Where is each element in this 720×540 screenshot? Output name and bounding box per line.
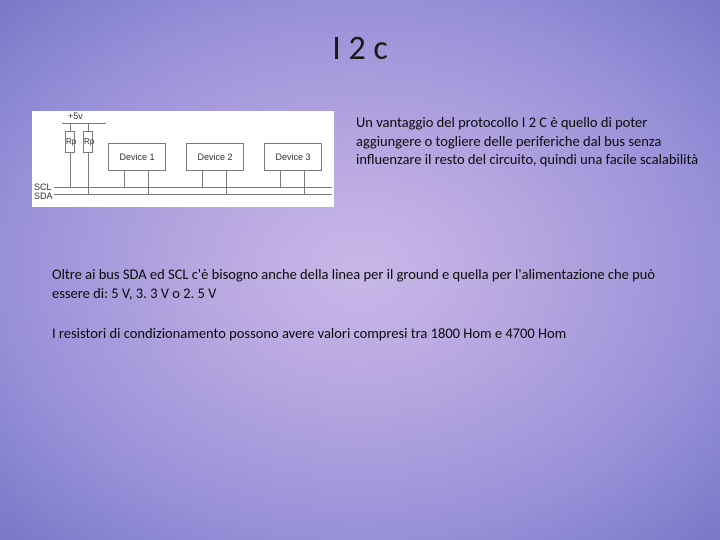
d2-scl bbox=[202, 171, 203, 187]
voltage-rail bbox=[62, 123, 106, 124]
device-1-box: Device 1 bbox=[108, 143, 166, 171]
bus-lines-paragraph: Oltre ai bus SDA ed SCL c'è bisogno anch… bbox=[52, 265, 680, 302]
advantage-text: Un vantaggio del protocollo I 2 C è quel… bbox=[334, 111, 700, 207]
d1-sda bbox=[148, 171, 149, 194]
d2-sda bbox=[226, 171, 227, 194]
i2c-diagram: +5v Rp Rp Device 1 Device 2 Device 3 SCL… bbox=[32, 111, 334, 207]
voltage-label: +5v bbox=[68, 111, 83, 121]
sda-label: SDA bbox=[34, 191, 53, 201]
d1-scl bbox=[124, 171, 125, 187]
bottom-block: Oltre ai bus SDA ed SCL c'è bisogno anch… bbox=[0, 265, 720, 343]
page-title: I 2 c bbox=[0, 0, 720, 69]
rp-left-line bbox=[70, 153, 71, 187]
content-row: +5v Rp Rp Device 1 Device 2 Device 3 SCL… bbox=[0, 111, 720, 207]
scl-bus bbox=[54, 187, 332, 188]
resistor-paragraph: I resistori di condizionamento possono a… bbox=[52, 324, 680, 343]
device-3-box: Device 3 bbox=[264, 143, 322, 171]
stub-right bbox=[88, 123, 89, 131]
d3-scl bbox=[280, 171, 281, 187]
rp-right-label: Rp bbox=[84, 137, 94, 146]
sda-bus bbox=[54, 194, 332, 195]
device-2-box: Device 2 bbox=[186, 143, 244, 171]
rp-left-label: Rp bbox=[66, 137, 76, 146]
d3-sda bbox=[304, 171, 305, 194]
stub-left bbox=[70, 123, 71, 131]
